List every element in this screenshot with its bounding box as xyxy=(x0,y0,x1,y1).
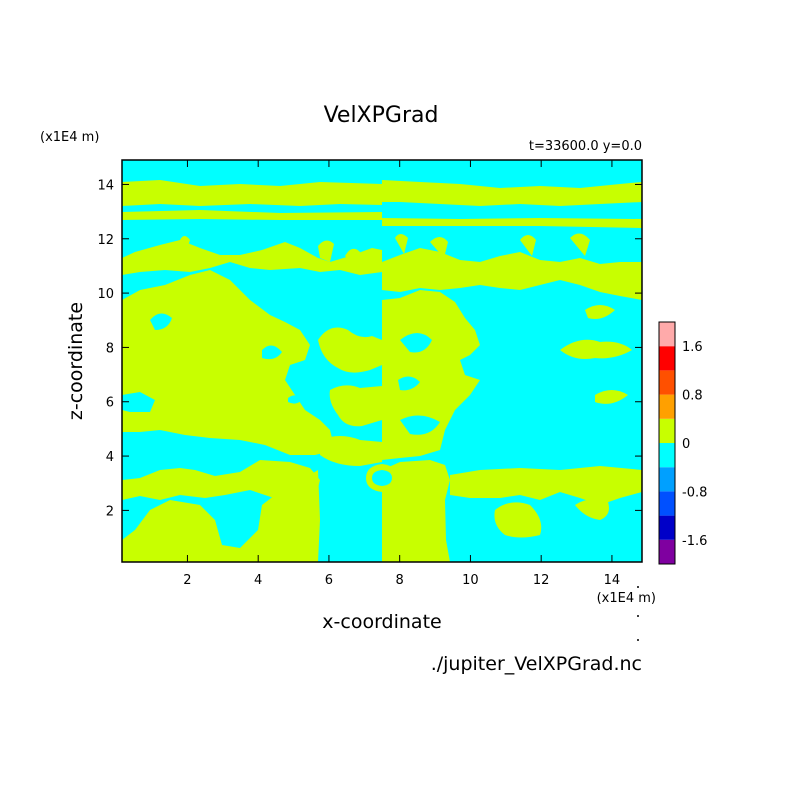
region-right-upper xyxy=(382,248,642,300)
finger-left-3 xyxy=(345,248,360,268)
colorbar-swatch xyxy=(659,346,675,371)
colorbar-tick-label: 0 xyxy=(682,437,690,452)
x-tick-label: 14 xyxy=(604,573,621,588)
x-axis-ticks: 2 4 6 8 10 12 14 xyxy=(183,160,620,588)
region-left-center-b xyxy=(329,385,382,427)
region-right-bottom-blob-2 xyxy=(575,499,609,520)
colorbar-frame xyxy=(658,321,676,565)
chart-subtitle: t=33600.0 y=0.0 xyxy=(529,139,642,154)
x-tick-label: 8 xyxy=(396,573,404,588)
x-unit-label: (x1E4 m) xyxy=(597,591,656,606)
finger-left-2 xyxy=(318,240,334,262)
colorbar-swatch xyxy=(659,515,675,540)
y-tick-label: 2 xyxy=(106,504,114,519)
colorbar-swatch xyxy=(659,370,675,395)
colorbar-swatch xyxy=(659,394,675,419)
artifact-dot-2 xyxy=(637,615,639,617)
colorbar-swatch xyxy=(659,539,675,564)
plot-frame xyxy=(121,159,643,563)
y-axis-label: z-coordinate xyxy=(65,302,87,420)
colorbar-swatch xyxy=(659,443,675,468)
region-left-lowband xyxy=(122,460,320,505)
ring-right-hole xyxy=(382,470,392,486)
region-right-lobe-upper xyxy=(585,305,615,319)
artifact-dot-3 xyxy=(637,639,639,641)
colorbar-swatch xyxy=(659,322,675,347)
blob-left-2 xyxy=(122,392,155,412)
y-axis-ticks: 2 4 6 8 10 12 14 xyxy=(97,178,642,519)
field-plot xyxy=(122,160,642,562)
region-right-side-lobe xyxy=(595,390,628,404)
colorbar-tick-label: 1.6 xyxy=(682,340,703,355)
band-left-thin xyxy=(122,210,382,220)
blob-left-1 xyxy=(150,313,172,330)
x-axis-label: x-coordinate xyxy=(322,611,441,633)
x-tick-label: 4 xyxy=(254,573,262,588)
field-left-half xyxy=(122,180,382,562)
footer-filename: ./jupiter_VelXPGrad.nc xyxy=(431,653,642,675)
finger-right-2 xyxy=(430,237,448,258)
artifact-dot-1 xyxy=(637,586,639,588)
blob-right-c2 xyxy=(398,376,420,391)
region-right-mid-lobe xyxy=(560,339,632,359)
y-tick-label: 14 xyxy=(97,178,114,193)
band-right-thin xyxy=(382,218,642,228)
region-right-bottom-blob-1 xyxy=(494,502,542,538)
region-right-lowband xyxy=(450,466,642,505)
region-left-center-a xyxy=(318,327,382,373)
colorbar: -1.6 -0.8 0 0.8 1.6 xyxy=(658,321,707,565)
blob-left-4 xyxy=(288,395,302,404)
field-right-half xyxy=(382,180,642,562)
band-right-top xyxy=(382,180,642,206)
y-tick-label: 10 xyxy=(97,287,114,302)
finger-left-1 xyxy=(180,236,190,252)
x-tick-label: 2 xyxy=(183,573,191,588)
region-left-main xyxy=(122,270,335,455)
finger-right-1 xyxy=(395,234,408,254)
region-left-bottom xyxy=(122,470,320,562)
blob-right-c3 xyxy=(400,415,440,435)
blob-right-c1 xyxy=(400,333,432,353)
finger-right-3 xyxy=(520,235,536,256)
blob-left-3 xyxy=(262,345,282,360)
x-tick-label: 6 xyxy=(325,573,333,588)
x-tick-label: 10 xyxy=(462,573,479,588)
y-tick-label: 4 xyxy=(106,450,114,465)
y-tick-label: 6 xyxy=(106,396,114,411)
colorbar-tick-label: 0.8 xyxy=(682,389,703,404)
band-left-top xyxy=(122,180,382,206)
x-tick-label: 12 xyxy=(533,573,550,588)
y-tick-label: 8 xyxy=(106,341,114,356)
colorbar-tick-label: -1.6 xyxy=(682,534,707,549)
finger-right-4 xyxy=(570,233,590,256)
region-left-center-c xyxy=(320,436,382,466)
y-tick-label: 12 xyxy=(97,233,114,248)
ring-left-hole xyxy=(372,470,382,486)
colorbar-swatch xyxy=(659,467,675,492)
colorbar-tick-label: -0.8 xyxy=(682,485,707,500)
colorbar-swatch xyxy=(659,418,675,443)
region-left-mid-lobe xyxy=(135,335,205,362)
colorbar-swatch xyxy=(659,491,675,516)
y-unit-label: (x1E4 m) xyxy=(40,130,99,145)
chart-title: VelXPGrad xyxy=(324,103,439,128)
region-right-lower xyxy=(382,460,450,562)
